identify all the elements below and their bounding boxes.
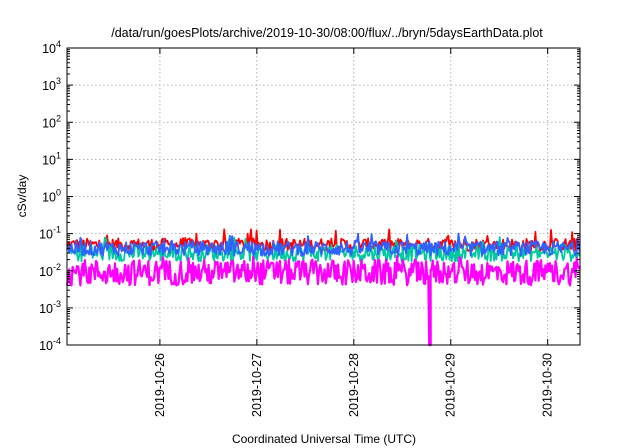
chart-title: /data/run/goesPlots/archive/2019-10-30/0… [111, 26, 543, 40]
x-tick-label: 2019-10-28 [347, 353, 361, 417]
y-axis: 10-4 10-3 10-2 10-1 100 101 102 103 104 [39, 39, 580, 353]
y-tick-label: 102 [42, 113, 61, 130]
y-axis-label: cSv/day [15, 175, 29, 218]
x-tick-label: 2019-10-29 [444, 353, 458, 417]
y-tick-label: 10-2 [39, 262, 61, 279]
y-tick-label: 10-4 [39, 336, 61, 353]
x-axis-label: Coordinated Universal Time (UTC) [232, 432, 416, 446]
x-tick-label: 2019-10-27 [250, 353, 264, 417]
y-tick-label: 10-3 [39, 299, 61, 316]
x-tick-label: 2019-10-26 [153, 353, 167, 417]
series-group [65, 228, 581, 347]
y-tick-label: 101 [42, 150, 61, 167]
y-tick-label: 10-1 [39, 225, 61, 242]
y-tick-label: 104 [42, 39, 61, 56]
series-line [66, 236, 581, 263]
x-axis: 2019-10-26 2019-10-27 2019-10-28 2019-10-29… [153, 48, 555, 417]
y-tick-label: 100 [42, 188, 61, 205]
series-line [65, 254, 581, 347]
series-line [66, 228, 581, 253]
y-tick-label: 103 [42, 76, 61, 93]
grid-lines [67, 48, 580, 345]
x-tick-label: 2019-10-30 [541, 353, 555, 417]
series-line [66, 232, 581, 257]
